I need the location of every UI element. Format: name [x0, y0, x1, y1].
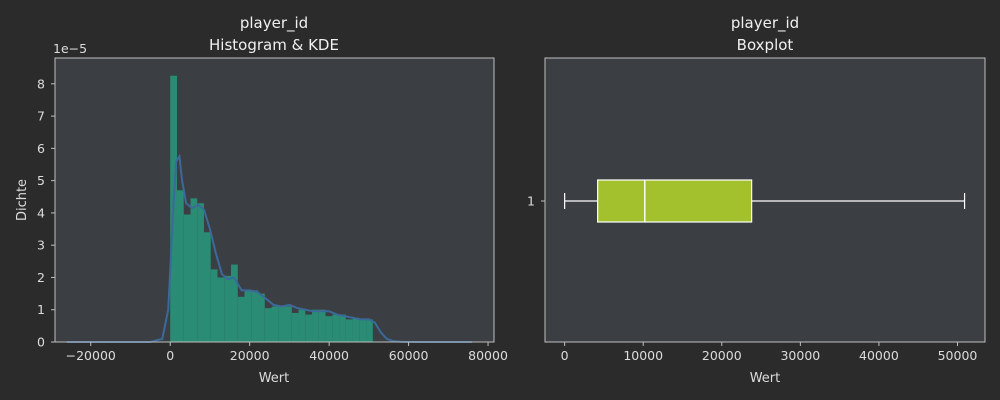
- y-tick-label: 1: [527, 194, 535, 209]
- x-tick-label: 10000: [623, 348, 663, 363]
- y-tick-label: 6: [37, 141, 45, 156]
- histogram-bar-9: [230, 264, 238, 342]
- y-tick-label: 7: [37, 109, 45, 124]
- histogram-title-line2: Histogram & KDE: [209, 36, 339, 54]
- histogram-bar-22: [318, 309, 326, 342]
- histogram-bar-29: [366, 319, 373, 342]
- x-tick-label: 0: [166, 348, 174, 363]
- kde-line: [66, 153, 473, 343]
- histogram-bar-23: [325, 316, 333, 342]
- histogram-bar-5: [203, 232, 211, 342]
- histogram-bar-6: [210, 269, 218, 342]
- x-tick-label: 20000: [230, 348, 270, 363]
- y-tick-label: 2: [37, 270, 45, 285]
- histogram-bar-25: [339, 314, 346, 342]
- histogram-bar-1: [176, 190, 184, 342]
- histogram-kde-panel: −20000 0 20000 40000 60000 80000 0 1 2 3 4 5 6 7 8 pl…: [15, 14, 508, 386]
- histogram-bar-28: [359, 319, 367, 342]
- histogram-frame: [54, 57, 495, 343]
- x-tick-label: 50000: [938, 348, 978, 363]
- histogram-bar-7: [217, 277, 225, 342]
- histogram-bar-10: [237, 296, 245, 342]
- histogram-bar-26: [345, 319, 353, 342]
- x-tick-label: 40000: [309, 348, 349, 363]
- histogram-bar-3: [190, 198, 198, 342]
- y-tick-label: 1: [37, 302, 45, 317]
- x-tick-label: 60000: [389, 348, 429, 363]
- y-tick-label: 0: [37, 335, 45, 350]
- histogram-plot-area: [55, 58, 494, 342]
- histogram-bar-8: [224, 275, 231, 342]
- histogram-bar-21: [312, 309, 319, 342]
- y-tick-label: 3: [37, 238, 45, 253]
- histogram-bar-15: [271, 306, 279, 342]
- histogram-bar-17: [285, 306, 292, 342]
- histogram-bar-18: [291, 312, 299, 342]
- x-tick-label: 0: [561, 348, 569, 363]
- histogram-ylabel: Dichte: [15, 179, 30, 221]
- boxplot-panel: 0 10000 20000 30000 40000 50000 1 player_id B…: [527, 14, 986, 386]
- boxplot-frame: [544, 57, 986, 343]
- boxplot-title-line2: Boxplot: [737, 36, 794, 54]
- boxplot-title-line1: player_id: [731, 14, 799, 33]
- histogram-bar-14: [264, 308, 272, 342]
- x-tick-label: 30000: [780, 348, 820, 363]
- histogram-xlabel: Wert: [259, 371, 290, 386]
- histogram-title-line1: player_id: [240, 14, 308, 33]
- histogram-bar-12: [251, 290, 259, 342]
- y-tick-label: 5: [37, 173, 45, 188]
- histogram-bar-16: [278, 306, 286, 342]
- histogram-bar-4: [197, 203, 204, 342]
- histogram-bar-2: [183, 214, 191, 342]
- x-tick-label: 20000: [702, 348, 742, 363]
- y-tick-label: 4: [37, 205, 45, 220]
- y-tick-label: 8: [37, 76, 45, 91]
- histogram-bar-24: [332, 314, 340, 342]
- y-scale-label: 1e−5: [53, 41, 87, 56]
- histogram-bar-13: [258, 293, 265, 342]
- histogram-bar-11: [244, 290, 252, 342]
- x-tick-label: −20000: [66, 348, 116, 363]
- x-tick-label: 40000: [859, 348, 899, 363]
- x-tick-label: 80000: [468, 348, 508, 363]
- histogram-bar-19: [298, 309, 306, 342]
- boxplot-xlabel: Wert: [750, 371, 781, 386]
- histogram-bar-27: [352, 317, 360, 342]
- box-iqr: [597, 179, 753, 223]
- histogram-bar-20: [305, 314, 313, 342]
